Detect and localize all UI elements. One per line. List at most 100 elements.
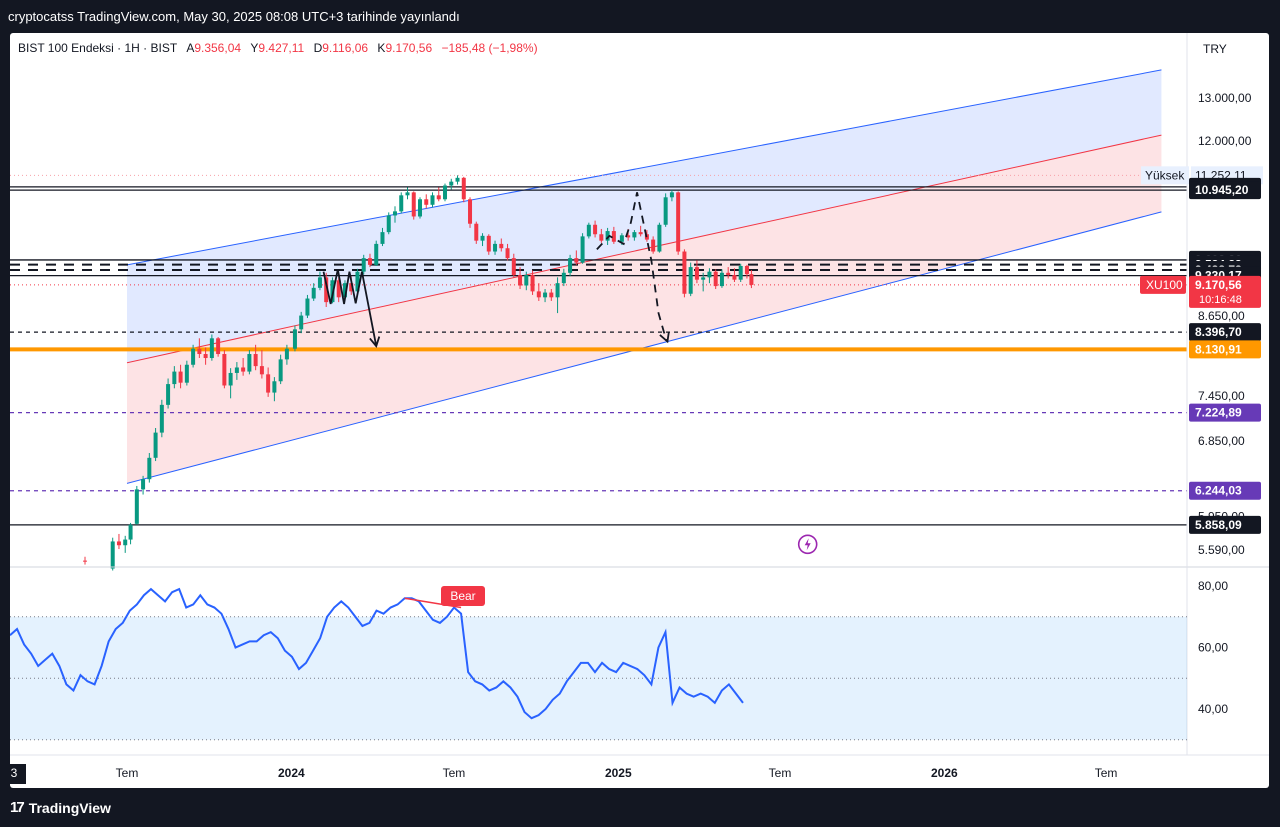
candle-body[interactable] <box>719 272 724 287</box>
candle-body[interactable] <box>153 432 158 458</box>
candle-body[interactable] <box>480 235 485 241</box>
candle-body[interactable] <box>317 277 322 288</box>
candle-body[interactable] <box>203 354 208 359</box>
candle-body[interactable] <box>191 348 196 365</box>
candle-body[interactable] <box>197 348 202 355</box>
candle-body[interactable] <box>228 372 233 386</box>
candle-body[interactable] <box>505 248 510 259</box>
candle-body[interactable] <box>707 271 712 278</box>
candle-body[interactable] <box>657 224 662 252</box>
candle-body[interactable] <box>116 541 121 546</box>
candle-body[interactable] <box>405 192 410 196</box>
candle-body[interactable] <box>530 275 535 292</box>
candle-body[interactable] <box>486 235 491 252</box>
candle-body[interactable] <box>299 315 304 330</box>
candle-body[interactable] <box>355 271 360 292</box>
candle-body[interactable] <box>726 272 731 276</box>
candle-body[interactable] <box>418 199 423 217</box>
candle-body[interactable] <box>259 366 264 375</box>
candle-body[interactable] <box>626 235 631 238</box>
candle-body[interactable] <box>234 367 239 373</box>
candle-body[interactable] <box>110 541 115 569</box>
candle-body[interactable] <box>128 524 133 540</box>
candle-body[interactable] <box>593 224 598 235</box>
candle-body[interactable] <box>676 192 681 252</box>
candle-body[interactable] <box>605 231 610 241</box>
candle-body[interactable] <box>272 381 277 393</box>
candle-body[interactable] <box>349 283 354 292</box>
candle-body[interactable] <box>253 354 258 367</box>
candle-body[interactable] <box>134 489 139 524</box>
candle-body[interactable] <box>455 177 460 182</box>
candle-body[interactable] <box>311 287 316 299</box>
candle-body[interactable] <box>568 258 573 273</box>
candle-body[interactable] <box>172 371 177 385</box>
candle-body[interactable] <box>549 292 554 298</box>
dashed-path-drawing[interactable] <box>596 192 669 342</box>
candle-body[interactable] <box>380 232 385 244</box>
candle-body[interactable] <box>611 231 616 242</box>
candle-body[interactable] <box>632 232 637 238</box>
candle-body[interactable] <box>361 258 366 272</box>
chart-canvas[interactable]: Bear 80,00 60,00 40,00 TRY 13.000,00 12.000,00… <box>10 33 1269 788</box>
candle-body[interactable] <box>518 275 523 286</box>
candle-body[interactable] <box>386 215 391 233</box>
candle-body[interactable] <box>744 265 749 275</box>
bear-label-box[interactable] <box>441 586 485 606</box>
candle-body[interactable] <box>430 195 435 205</box>
candle-body[interactable] <box>374 243 379 265</box>
candle-body[interactable] <box>399 195 404 212</box>
candle-body[interactable] <box>424 199 429 205</box>
candle-body[interactable] <box>336 280 341 298</box>
candle-body[interactable] <box>669 192 674 198</box>
candle-body[interactable] <box>474 223 479 241</box>
candle-body[interactable] <box>166 384 171 405</box>
candle-body[interactable] <box>123 539 128 546</box>
candle-body[interactable] <box>663 197 668 225</box>
candle-body[interactable] <box>511 258 516 276</box>
candle-body[interactable] <box>694 267 699 280</box>
candle-body[interactable] <box>284 348 289 360</box>
candle-body[interactable] <box>651 239 656 252</box>
candle-body[interactable] <box>580 236 585 263</box>
candle-body[interactable] <box>342 283 347 298</box>
candle-body[interactable] <box>713 271 718 287</box>
candle-body[interactable] <box>461 177 466 200</box>
chart-frame[interactable]: Bear 80,00 60,00 40,00 TRY 13.000,00 12.000,00… <box>10 33 1269 788</box>
candle-body[interactable] <box>209 338 214 359</box>
candle-body[interactable] <box>184 364 189 383</box>
candle-body[interactable] <box>436 195 441 200</box>
candle-body[interactable] <box>241 367 246 372</box>
candle-body[interactable] <box>493 243 498 252</box>
candle-body[interactable] <box>449 181 454 186</box>
candle-body[interactable] <box>524 275 529 286</box>
candle-body[interactable] <box>586 224 591 237</box>
candle-body[interactable] <box>147 457 152 480</box>
candle-body[interactable] <box>159 404 164 433</box>
candle-body[interactable] <box>599 234 604 241</box>
candle-body[interactable] <box>619 235 624 242</box>
candle-body[interactable] <box>305 298 310 316</box>
candle-body[interactable] <box>278 359 283 382</box>
candle-body[interactable] <box>701 277 706 280</box>
candle-body[interactable] <box>561 272 566 284</box>
candle-body[interactable] <box>292 329 297 349</box>
rsi-line[interactable] <box>10 587 744 720</box>
flash-icon[interactable] <box>797 534 818 555</box>
candle-body[interactable] <box>83 560 88 562</box>
legend-symbol[interactable]: BIST 100 Endeksi · 1H · BIST <box>18 41 177 55</box>
candle-body[interactable] <box>141 479 146 490</box>
candle-body[interactable] <box>499 243 504 249</box>
candle-body[interactable] <box>324 277 329 303</box>
candle-body[interactable] <box>749 274 754 285</box>
candle-body[interactable] <box>443 185 448 200</box>
candle-body[interactable] <box>216 338 221 355</box>
candle-body[interactable] <box>536 291 541 298</box>
candle-body[interactable] <box>222 354 227 386</box>
candle-body[interactable] <box>392 211 397 216</box>
candle-body[interactable] <box>468 199 473 224</box>
candle-body[interactable] <box>367 258 372 265</box>
candle-body[interactable] <box>411 192 416 217</box>
zigzag-drawing[interactable] <box>322 269 378 347</box>
candle-body[interactable] <box>178 371 183 383</box>
